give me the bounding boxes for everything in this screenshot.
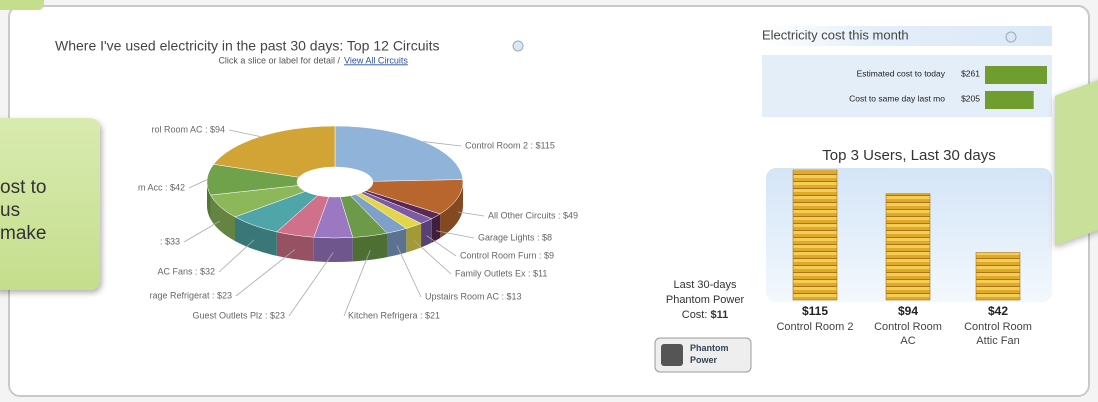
slice-side — [387, 228, 407, 258]
cost-header-bg — [762, 26, 1052, 46]
user-name: Control Room 2 — [776, 321, 854, 333]
phantom-label: Last 30-days Phantom Power Cost: — [665, 279, 745, 321]
slice-label[interactable]: Control Room Furn : $9 — [460, 250, 554, 260]
cost-label: Estimated cost to today — [857, 68, 946, 78]
slice-side — [421, 218, 432, 248]
coin-stack — [885, 193, 931, 301]
leader-line — [435, 230, 475, 239]
slice-side — [276, 231, 314, 262]
slice-side — [235, 216, 277, 256]
user-value: $42 — [987, 304, 1009, 318]
user-value: $115 — [801, 304, 829, 318]
cost-bar — [985, 91, 1034, 109]
callout: ost to us make — [0, 118, 100, 290]
leader-line — [235, 249, 296, 297]
slice-label[interactable]: Family Outlets Ex : $11 — [455, 268, 547, 278]
info-icon — [1005, 31, 1017, 43]
slice-label[interactable]: Kitchen Refrigera : $21 — [348, 310, 440, 320]
slice-side — [431, 213, 441, 243]
leader-line — [188, 179, 208, 189]
callout-corner — [0, 0, 44, 10]
slice-label[interactable]: AC Fans : $32 — [157, 266, 215, 276]
slice-side — [210, 195, 236, 241]
slice-side — [352, 233, 388, 262]
cost-title: Electricity cost this month — [762, 27, 909, 42]
pie-title: Where I've used electricity in the past … — [55, 38, 440, 54]
phantom-text: Last 30-days Phantom Power Cost: $11 — [655, 278, 755, 323]
slice-label[interactable]: Guest Outlets Plz : $23 — [192, 310, 285, 320]
callout-line: us — [0, 200, 21, 221]
slice — [213, 125, 336, 178]
slice-label[interactable]: Garage Lights : $8 — [478, 232, 552, 242]
cost-label: Cost to same day last mo — [849, 93, 945, 103]
view-all-link[interactable]: View All Circuits — [344, 55, 408, 65]
user-name: Control Room AC — [874, 321, 942, 347]
leader-line — [288, 252, 334, 317]
leader-line — [183, 220, 221, 243]
coin-stack — [792, 169, 838, 301]
leader-line — [228, 129, 261, 137]
cost-value: $261 — [961, 68, 980, 78]
users-title: Top 3 Users, Last 30 days — [822, 147, 995, 164]
callout-line: ost to — [0, 177, 47, 198]
user-value: $94 — [897, 304, 919, 318]
cost-value: $205 — [961, 93, 980, 103]
leader-line — [218, 239, 255, 273]
slice-label[interactable]: rage Refrigerat : $23 — [149, 290, 232, 300]
pie-subtitle: Click a slice or label for detail / — [218, 55, 340, 65]
slice-label[interactable]: All Other Circuits : $49 — [488, 210, 578, 220]
slice-side — [440, 182, 463, 238]
slice — [334, 125, 464, 182]
leader-line — [426, 235, 457, 257]
leader-line — [457, 211, 485, 217]
slice-label[interactable]: Upstairs Room AC : $13 — [425, 291, 522, 301]
info-icon — [512, 40, 524, 52]
leader-line — [423, 141, 462, 147]
slice-side — [313, 237, 353, 262]
callout-line: make — [0, 223, 47, 244]
slice-side — [406, 223, 422, 253]
leader-line — [413, 240, 452, 275]
phantom-value: $11 — [710, 309, 729, 321]
leader-line — [396, 245, 422, 298]
coin-stack — [975, 252, 1021, 301]
slice-label[interactable]: rol Room AC : $94 — [151, 124, 225, 134]
slice-side — [207, 182, 211, 220]
slice-label[interactable]: : $33 — [160, 236, 180, 246]
user-name: Control Room Attic Fan — [964, 321, 1032, 347]
leader-line — [343, 250, 371, 317]
cost-bar — [985, 66, 1047, 84]
phantom-icon — [661, 344, 683, 366]
phantom-button-label[interactable]: Phantom Power — [690, 343, 729, 365]
slice-label[interactable]: m Acc : $42 — [138, 182, 185, 192]
slice-label[interactable]: Control Room 2 : $115 — [465, 140, 555, 150]
